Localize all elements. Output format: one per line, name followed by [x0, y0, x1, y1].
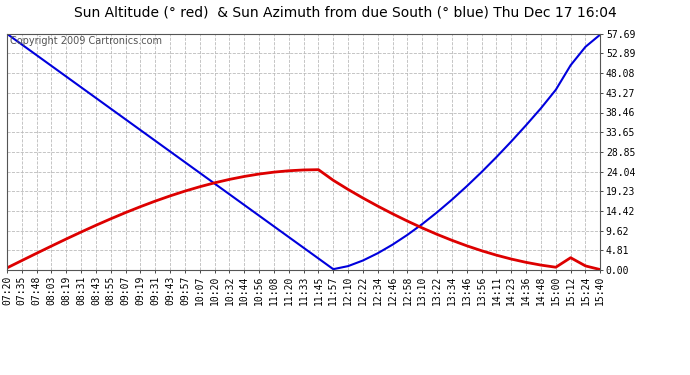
Text: Copyright 2009 Cartronics.com: Copyright 2009 Cartronics.com: [10, 36, 162, 46]
Text: Sun Altitude (° red)  & Sun Azimuth from due South (° blue) Thu Dec 17 16:04: Sun Altitude (° red) & Sun Azimuth from …: [74, 6, 616, 20]
